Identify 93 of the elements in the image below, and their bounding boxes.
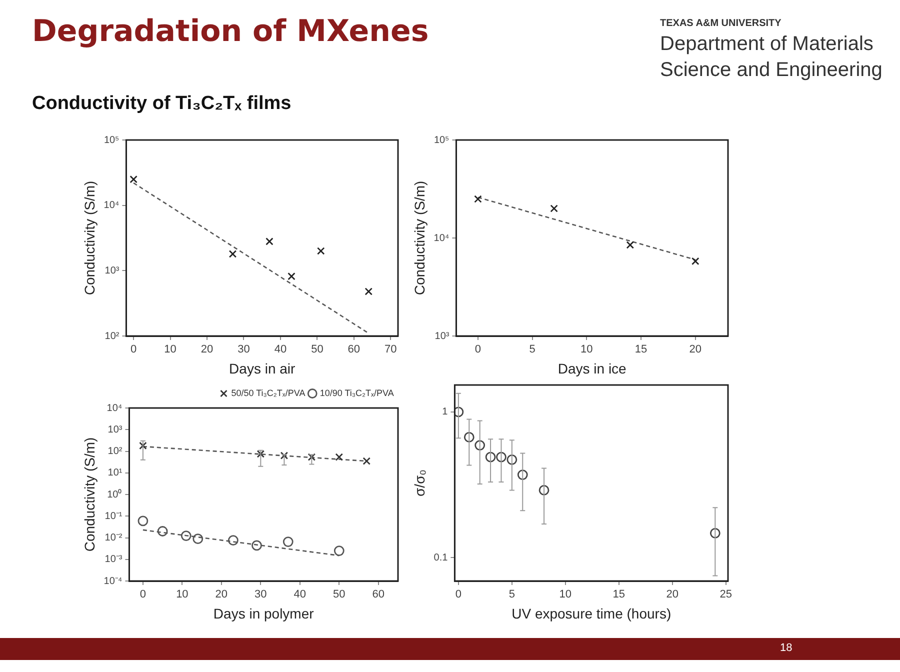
x-axis-title: Days in ice bbox=[558, 360, 627, 376]
y-axis-title: σ/σ₀ bbox=[411, 469, 428, 496]
y-tick-label: 10³ bbox=[434, 330, 450, 342]
y-tick-label: 10⁴ bbox=[104, 200, 120, 212]
point bbox=[692, 257, 700, 266]
y-tick-label: 10⁻³ bbox=[104, 554, 123, 566]
point bbox=[538, 484, 550, 496]
point bbox=[288, 272, 296, 280]
point bbox=[280, 452, 288, 460]
x-tick-label: 10 bbox=[559, 588, 572, 601]
x-axis-title: UV exposure time (hours) bbox=[512, 605, 672, 622]
x-tick-label: 60 bbox=[372, 588, 385, 601]
x-tick-label: 25 bbox=[720, 588, 732, 601]
x-tick-label: 15 bbox=[634, 344, 648, 356]
point bbox=[364, 288, 372, 296]
y-tick-label: 10⁵ bbox=[104, 134, 120, 146]
point bbox=[138, 516, 148, 526]
x-tick-label: 50 bbox=[333, 588, 346, 601]
x-tick-label: 20 bbox=[689, 344, 702, 356]
y-tick-label: 10⁰ bbox=[107, 488, 122, 500]
x-tick-label: 20 bbox=[200, 344, 214, 356]
chart-subtitle: Conductivity of Ti₃C₂Tₓ films bbox=[32, 93, 292, 115]
point bbox=[485, 452, 496, 462]
y-tick-label: 10³ bbox=[104, 265, 120, 276]
point bbox=[192, 534, 204, 544]
x-tick-label: 0 bbox=[474, 344, 482, 356]
point bbox=[256, 450, 265, 458]
y-tick-label: 1 bbox=[442, 406, 448, 418]
y-tick-label: 10⁵ bbox=[434, 134, 450, 146]
point bbox=[464, 432, 474, 442]
y-tick-label: 0.1 bbox=[434, 552, 448, 564]
point bbox=[362, 457, 370, 465]
y-tick-label: 10⁴ bbox=[106, 402, 122, 414]
x-tick-label: 10 bbox=[176, 588, 188, 601]
x-axis-title: Days in polymer bbox=[213, 605, 314, 622]
point bbox=[139, 442, 147, 450]
point bbox=[334, 546, 344, 556]
y-tick-label: 10⁻¹ bbox=[104, 510, 123, 522]
point bbox=[454, 406, 464, 418]
x-tick-label: 40 bbox=[274, 344, 287, 356]
y-tick-label: 10⁻⁴ bbox=[104, 576, 122, 587]
point bbox=[506, 454, 518, 465]
legend-label: 50/50 Ti₃C₂Tₓ/PVA bbox=[231, 388, 306, 398]
text: 18 bbox=[780, 642, 792, 654]
x-tick-label: 60 bbox=[348, 344, 360, 356]
y-axis-title: Conductivity (S/m) bbox=[81, 437, 98, 552]
point bbox=[517, 470, 528, 480]
point bbox=[316, 247, 325, 255]
x-tick-label: 15 bbox=[612, 588, 626, 601]
x-tick-label: 0 bbox=[140, 588, 146, 601]
x-tick-label: 30 bbox=[254, 588, 267, 601]
legend-label: 10/90 Ti₃C₂Tₓ/PVA bbox=[320, 388, 394, 398]
point bbox=[157, 526, 168, 536]
point bbox=[180, 530, 192, 542]
y-axis-title: Conductivity (S/m) bbox=[411, 180, 428, 296]
x-tick-label: 20 bbox=[666, 588, 679, 601]
point bbox=[626, 241, 634, 249]
y-tick-label: 10⁴ bbox=[434, 232, 450, 244]
y-tick-label: 10⁻² bbox=[104, 532, 123, 544]
y-tick-label: 10³ bbox=[108, 424, 123, 436]
x-tick-label: 0 bbox=[130, 344, 137, 356]
text: Science and Engineering bbox=[660, 59, 882, 82]
x-tick-label: 5 bbox=[529, 344, 536, 356]
x-tick-label: 10 bbox=[164, 344, 176, 356]
point bbox=[308, 453, 316, 461]
y-tick-label: 10² bbox=[108, 446, 123, 457]
point bbox=[496, 452, 506, 462]
y-tick-label: 10¹ bbox=[108, 468, 123, 479]
x-tick-label: 40 bbox=[294, 588, 306, 601]
chart-title: Degradation of MXenes bbox=[32, 14, 429, 49]
point bbox=[228, 250, 237, 258]
x-tick-label: 70 bbox=[384, 344, 397, 356]
point bbox=[228, 535, 238, 546]
x-tick-label: 50 bbox=[311, 344, 324, 356]
point bbox=[710, 528, 720, 538]
point bbox=[130, 175, 138, 184]
point bbox=[335, 453, 344, 461]
x-tick-label: 10 bbox=[580, 344, 593, 356]
point bbox=[282, 536, 294, 547]
point bbox=[474, 195, 482, 203]
y-tick-label: 10² bbox=[104, 330, 120, 342]
point bbox=[252, 540, 262, 551]
point bbox=[550, 204, 558, 212]
point bbox=[474, 440, 486, 450]
x-tick-label: 0 bbox=[455, 588, 462, 601]
x-tick-label: 5 bbox=[508, 588, 515, 601]
y-axis-title: Conductivity (S/m) bbox=[81, 180, 98, 296]
x-tick-label: 30 bbox=[238, 344, 250, 356]
x-tick-label: 20 bbox=[215, 588, 228, 601]
text: TEXAS A&M UNIVERSITY bbox=[660, 18, 782, 29]
x-axis-title: Days in air bbox=[229, 360, 296, 376]
point bbox=[266, 238, 274, 246]
text: Department of Materials bbox=[660, 33, 874, 56]
